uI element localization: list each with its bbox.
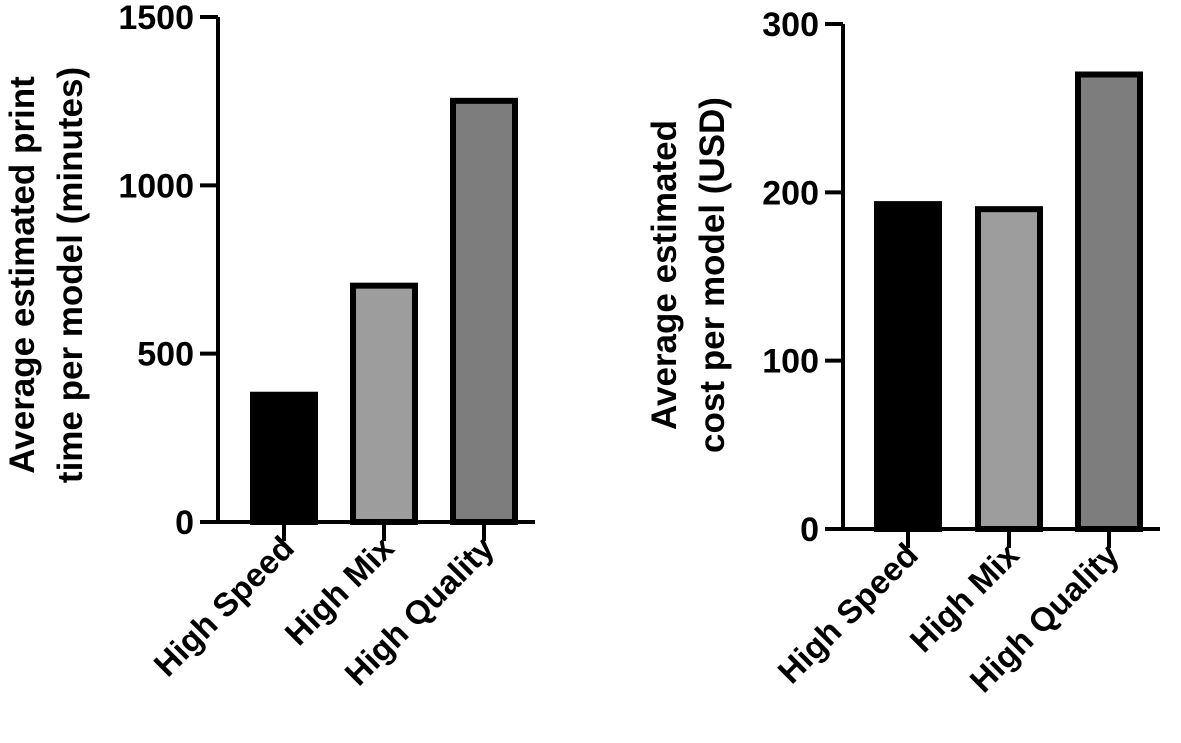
bar-high-mix — [975, 206, 1043, 533]
bar-high-quality — [450, 97, 518, 526]
y-tick-label: 500 — [137, 336, 194, 374]
y-ticks: 0 500 1000 1500 — [118, 0, 218, 542]
bar-high-speed — [250, 391, 318, 525]
x-tick-label: High Speed — [770, 536, 925, 691]
bars — [250, 97, 518, 526]
y-tick-label: 0 — [175, 504, 194, 542]
y-axis-title-line1: Average estimated print — [3, 76, 42, 474]
y-tick-label: 0 — [800, 511, 819, 549]
bar-high-quality — [1075, 71, 1143, 532]
cost-chart: Average estimated cost per model (USD) 0… — [645, 6, 1160, 699]
bar-high-mix — [350, 282, 418, 525]
y-tick-label: 100 — [762, 343, 819, 381]
y-tick-label: 200 — [762, 174, 819, 212]
print-time-chart: Average estimated print time per model (… — [3, 0, 535, 692]
y-tick-label: 1500 — [118, 0, 194, 37]
y-tick-label: 1000 — [118, 167, 194, 205]
y-ticks: 0 100 200 300 — [762, 6, 843, 549]
y-axis-title-line2: cost per model (USD) — [693, 97, 732, 453]
y-axis-title-line1: Average estimated — [645, 120, 684, 430]
x-tick-label: High Speed — [146, 529, 301, 684]
bars — [874, 71, 1143, 533]
y-tick-label: 300 — [762, 6, 819, 44]
bar-high-speed — [874, 201, 942, 532]
y-axis-title-line2: time per model (minutes) — [51, 67, 90, 483]
